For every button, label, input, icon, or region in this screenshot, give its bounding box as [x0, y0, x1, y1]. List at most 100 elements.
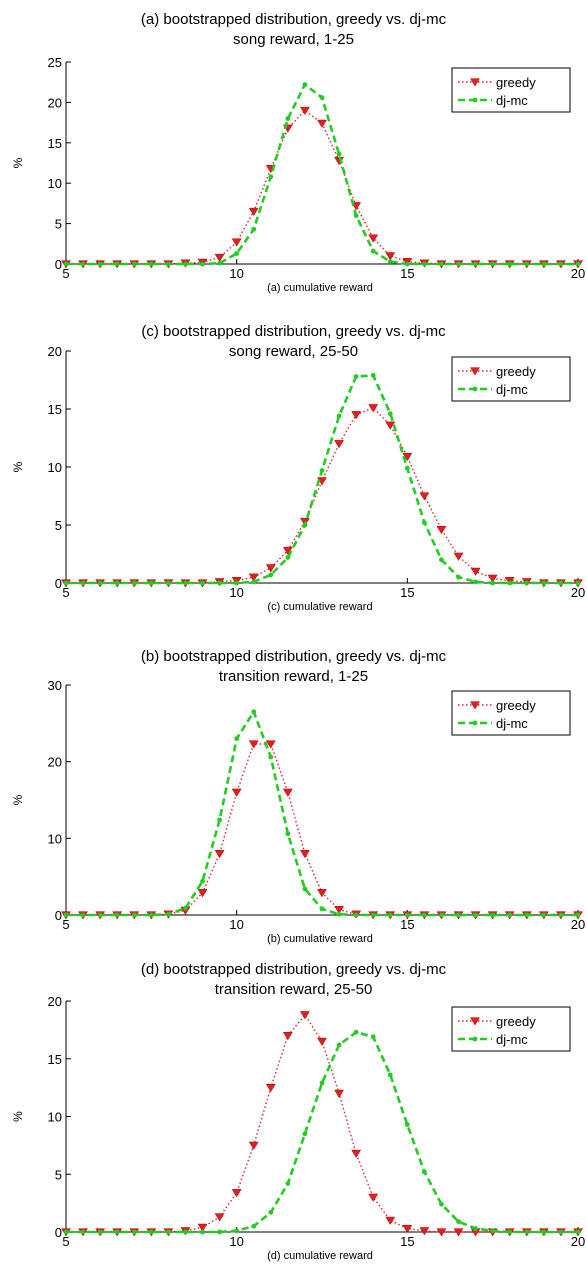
chart-subtitle: song reward, 1-25 — [233, 31, 354, 48]
data-point-dj-mc — [80, 1229, 86, 1235]
x-tick-label: 5 — [62, 1234, 69, 1249]
x-tick-label: 5 — [62, 585, 69, 600]
data-point-greedy — [282, 788, 293, 797]
data-point-dj-mc — [251, 579, 257, 585]
chart-subtitle: song reward, 25-50 — [229, 343, 358, 360]
data-point-greedy — [385, 1216, 396, 1225]
y-tick-label: 15 — [48, 136, 62, 151]
x-tick-label: 20 — [571, 585, 585, 600]
y-tick-label: 0 — [55, 576, 62, 591]
data-point-dj-mc — [114, 1229, 120, 1235]
data-point-dj-mc — [302, 522, 308, 528]
data-point-greedy — [231, 788, 242, 797]
legend-marker-greedy — [470, 701, 480, 710]
legend-label-greedy: greedy — [496, 698, 536, 713]
data-point-dj-mc — [490, 912, 496, 918]
data-point-dj-mc — [353, 912, 359, 918]
data-point-dj-mc — [439, 1201, 444, 1207]
chart-title: (d) bootstrapped distribution, greedy vs… — [141, 961, 447, 978]
data-point-dj-mc — [507, 261, 513, 267]
data-point-dj-mc — [268, 572, 274, 578]
data-point-dj-mc — [114, 261, 120, 267]
y-tick-label: 20 — [48, 344, 62, 359]
data-point-greedy — [248, 573, 259, 582]
legend-box — [451, 356, 571, 402]
data-point-dj-mc — [166, 580, 171, 586]
x-tick-label: 5 — [62, 917, 69, 932]
data-point-dj-mc — [285, 831, 291, 837]
data-point-dj-mc — [131, 912, 137, 918]
data-point-dj-mc — [490, 261, 496, 267]
data-point-greedy — [248, 740, 259, 749]
data-point-greedy — [197, 889, 208, 898]
data-point-dj-mc — [80, 261, 86, 267]
data-point-dj-mc — [166, 911, 171, 917]
data-point-dj-mc — [575, 261, 581, 267]
y-tick-label: 0 — [55, 908, 62, 923]
data-point-dj-mc — [200, 580, 205, 586]
data-point-dj-mc — [387, 1072, 393, 1078]
y-axis-label: % — [11, 157, 25, 168]
legend-marker-dj-mc — [472, 97, 478, 103]
x-axis-label: (c) cumulative reward — [267, 601, 372, 613]
chart-subtitle: transition reward, 1-25 — [219, 668, 368, 685]
data-point-dj-mc — [97, 1229, 103, 1235]
data-point-greedy — [419, 1227, 430, 1236]
data-point-greedy — [419, 492, 430, 501]
data-point-greedy — [231, 238, 242, 247]
y-tick-label: 0 — [55, 257, 62, 272]
data-point-greedy — [197, 1223, 208, 1232]
legend-marker-greedy — [470, 367, 480, 376]
x-axis-label: (b) cumulative reward — [267, 933, 373, 945]
data-point-dj-mc — [422, 520, 427, 526]
data-point-dj-mc — [319, 95, 325, 100]
data-point-dj-mc — [63, 580, 69, 586]
data-point-dj-mc — [217, 1229, 223, 1235]
data-point-greedy — [214, 253, 225, 263]
data-point-dj-mc — [353, 213, 359, 218]
data-point-dj-mc — [251, 1223, 257, 1229]
legend-label-greedy: greedy — [496, 364, 536, 379]
data-point-dj-mc — [80, 580, 86, 586]
data-point-dj-mc — [336, 413, 342, 419]
data-point-greedy — [351, 1149, 362, 1158]
data-point-greedy — [368, 404, 379, 413]
data-point-dj-mc — [217, 260, 223, 266]
data-point-greedy — [317, 1037, 327, 1046]
data-point-dj-mc — [404, 465, 410, 471]
data-point-dj-mc — [353, 1029, 359, 1035]
data-point-dj-mc — [285, 116, 291, 121]
data-point-dj-mc — [217, 580, 223, 586]
data-point-greedy — [385, 421, 396, 430]
data-point-dj-mc — [234, 736, 240, 742]
data-point-dj-mc — [422, 1169, 427, 1175]
data-point-dj-mc — [302, 1131, 308, 1137]
data-point-dj-mc — [268, 174, 274, 180]
chart-d: (d) bootstrapped distribution, greedy vs… — [11, 961, 585, 1262]
data-point-dj-mc — [97, 580, 103, 586]
data-point-dj-mc — [148, 261, 154, 267]
x-axis-label: (a) cumulative reward — [267, 282, 373, 294]
data-point-greedy — [402, 1224, 413, 1234]
chart-panel-d: (d) bootstrapped distribution, greedy vs… — [0, 954, 587, 1271]
data-point-dj-mc — [302, 82, 308, 88]
data-point-greedy — [487, 574, 498, 583]
data-point-dj-mc — [217, 817, 223, 823]
y-tick-label: 10 — [48, 1110, 62, 1125]
data-point-greedy — [299, 1011, 310, 1020]
data-point-greedy — [265, 564, 276, 573]
y-tick-label: 20 — [48, 95, 62, 110]
legend-label-greedy: greedy — [496, 75, 536, 90]
data-point-greedy — [282, 1032, 293, 1041]
data-point-dj-mc — [114, 580, 120, 586]
data-point-dj-mc — [439, 557, 444, 563]
data-point-greedy — [231, 1189, 242, 1198]
y-tick-label: 30 — [48, 678, 62, 693]
data-point-dj-mc — [456, 1219, 461, 1225]
chart-title: (b) bootstrapped distribution, greedy vs… — [141, 648, 447, 665]
y-tick-label: 5 — [55, 518, 62, 533]
legend-marker-greedy — [470, 78, 480, 87]
data-point-dj-mc — [490, 580, 496, 586]
data-point-dj-mc — [404, 912, 410, 918]
data-point-dj-mc — [558, 580, 564, 586]
